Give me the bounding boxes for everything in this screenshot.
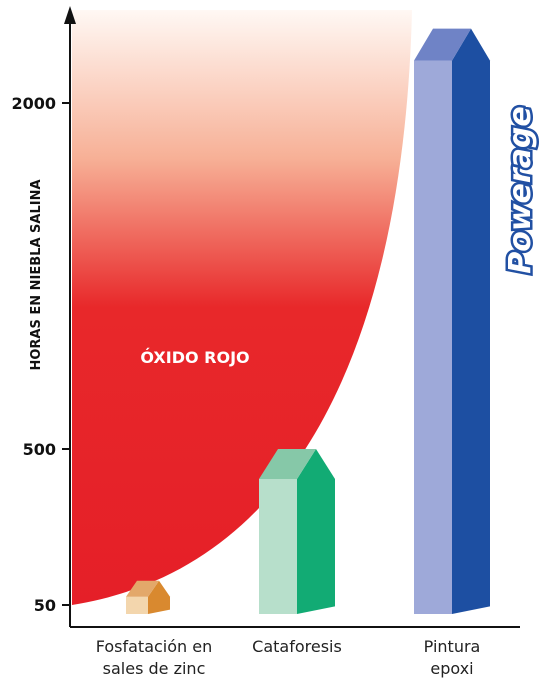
x-tick-label: Fosfatación en sales de zinc [79,636,229,680]
x-tick-label: Cataforesis [237,636,357,658]
bar-side [452,29,490,614]
logo: Powerage [503,106,538,274]
bar-front [414,61,452,614]
bar-front [126,597,148,614]
y-tick-label: 2000 [11,94,56,113]
y-axis-label: HORAS EN NIEBLA SALINA [29,179,44,370]
bar-front [259,479,297,614]
bar-side [297,449,335,614]
y-tick-label: 50 [34,596,56,615]
x-tick-label: Pintura epoxi [412,636,492,680]
rust-zone [72,10,412,605]
y-tick-label: 500 [23,440,56,459]
page: HORAS EN NIEBLA SALINA ÓXIDO ROJO Powera… [0,0,544,680]
chart: HORAS EN NIEBLA SALINA ÓXIDO ROJO Powera… [0,0,544,680]
annotation: ÓXIDO ROJO [140,348,249,367]
